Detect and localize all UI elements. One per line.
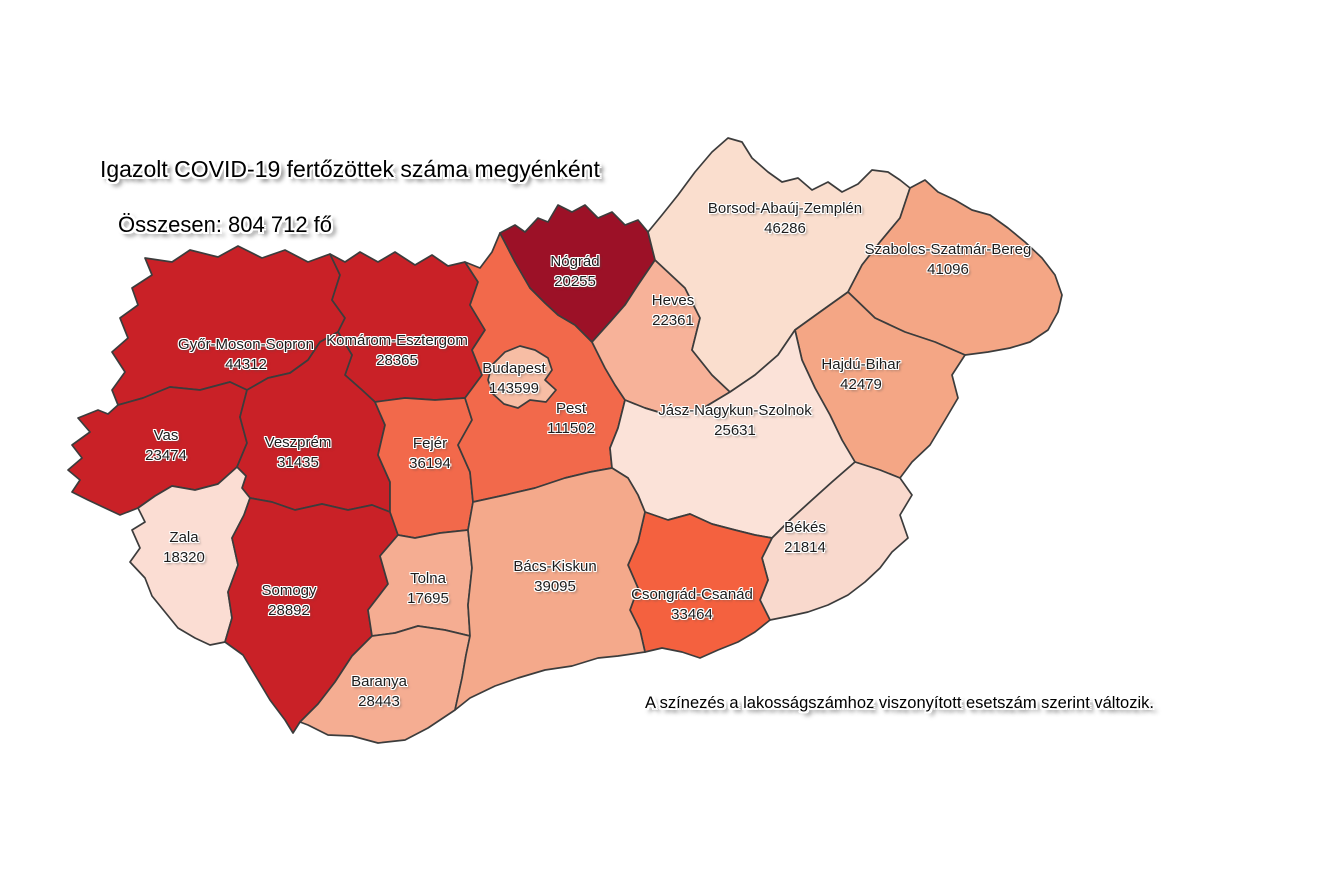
county-shape-nograd — [499, 204, 656, 343]
county-shape-bekes — [759, 461, 913, 621]
map-footnote: A színezés a lakosságszámhoz viszonyítot… — [645, 694, 1154, 712]
county-shape-csongrad-csanad — [627, 511, 773, 659]
county-shape-komarom-esztergom — [329, 251, 486, 403]
county-shape-bacs-kiskun — [454, 467, 646, 711]
county-shape-borsod-abauj-zemplen — [647, 137, 911, 393]
map-title: Igazolt COVID-19 fertőzöttek száma megyé… — [100, 156, 600, 182]
county-shape-budapest — [487, 345, 557, 409]
county-shape-baranya — [299, 625, 471, 744]
map-total-subtitle: Összesen: 804 712 fő — [118, 212, 333, 237]
